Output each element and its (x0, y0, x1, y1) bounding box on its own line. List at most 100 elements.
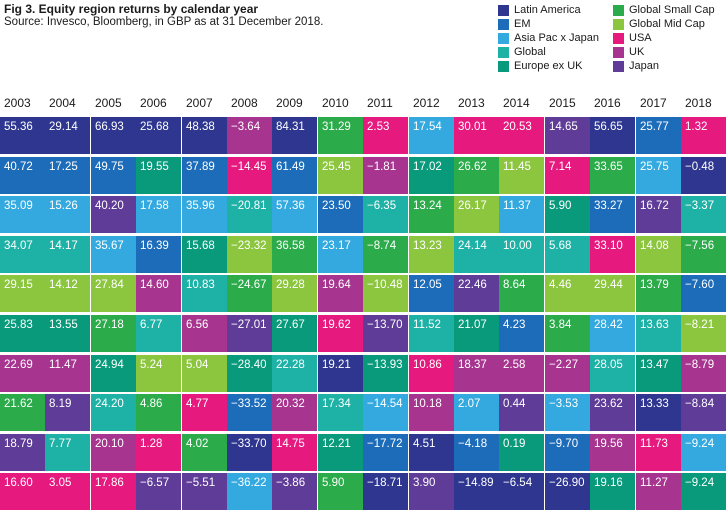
return-cell: −8.84 (681, 394, 726, 431)
return-cell: −8.74 (363, 236, 408, 273)
return-cell: 5.68 (545, 236, 590, 273)
return-cell: 19.62 (318, 315, 363, 352)
return-cell: 0.19 (499, 434, 544, 471)
return-cell: 5.04 (182, 355, 227, 392)
legend-item: UK (613, 45, 644, 59)
return-cell: 17.58 (136, 196, 181, 233)
return-cell: 23.62 (590, 394, 635, 431)
return-cell: 7.77 (45, 434, 90, 471)
return-cell: 4.02 (182, 434, 227, 471)
return-cell: −6.35 (363, 196, 408, 233)
return-cell: −3.64 (227, 117, 272, 154)
return-cell: −23.32 (227, 236, 272, 273)
return-cell: 4.86 (136, 394, 181, 431)
return-cell: −3.53 (545, 394, 590, 431)
chart-title: Fig 3. Equity region returns by calendar… (4, 2, 259, 16)
return-cell: 13.55 (45, 315, 90, 352)
return-cell: 22.28 (272, 355, 317, 392)
return-cell: 17.86 (91, 473, 136, 510)
return-cell: 15.26 (45, 196, 90, 233)
return-cell: 4.77 (182, 394, 227, 431)
return-cell: 10.18 (409, 394, 454, 431)
return-cell: 49.75 (91, 157, 136, 194)
legend-swatch (613, 60, 624, 72)
legend-item: Latin America (498, 3, 581, 17)
legend-swatch (498, 18, 509, 30)
return-cell: 29.15 (0, 275, 45, 312)
return-cell: −13.70 (363, 315, 408, 352)
return-cell: 23.50 (318, 196, 363, 233)
return-cell: 10.83 (182, 275, 227, 312)
return-cell: 18.37 (454, 355, 499, 392)
return-cell: −17.72 (363, 434, 408, 471)
returns-grid: 55.36 40.72 35.09 34.07 29.15 25.83 22.69 21.62… (0, 117, 727, 518)
return-cell: 13.23 (409, 236, 454, 273)
legend-item: Global Small Cap (613, 3, 715, 17)
return-cell: 84.31 (272, 117, 317, 154)
return-cell: −9.24 (681, 473, 726, 510)
return-cell: 33.65 (590, 157, 635, 194)
year-label: 2012 (413, 96, 440, 110)
return-cell: 13.33 (636, 394, 681, 431)
legend-item: Japan (613, 59, 659, 73)
return-cell: 27.67 (272, 315, 317, 352)
legend: Latin America EM Asia Pac x Japan Global Eur… (498, 3, 727, 73)
return-cell: 3.05 (45, 473, 90, 510)
legend-label: UK (629, 46, 645, 58)
return-cell: −14.54 (363, 394, 408, 431)
return-cell: 29.14 (45, 117, 90, 154)
return-cell: 21.62 (0, 394, 45, 431)
return-cell: 12.05 (409, 275, 454, 312)
return-cell: 10.86 (409, 355, 454, 392)
year-label: 2005 (95, 96, 122, 110)
return-cell: −18.71 (363, 473, 408, 510)
legend-label: Global Small Cap (629, 4, 715, 16)
return-cell: 55.36 (0, 117, 45, 154)
return-cell: 11.47 (45, 355, 90, 392)
legend-item: Global (498, 45, 546, 59)
return-cell: 48.38 (182, 117, 227, 154)
return-cell: 40.72 (0, 157, 45, 194)
return-cell: 11.52 (409, 315, 454, 352)
return-cell: 4.51 (409, 434, 454, 471)
year-label: 2016 (594, 96, 621, 110)
return-cell: 20.10 (91, 434, 136, 471)
return-cell: 27.18 (91, 315, 136, 352)
year-label: 2009 (276, 96, 303, 110)
legend-swatch (613, 18, 624, 30)
return-cell: 28.42 (590, 315, 635, 352)
return-cell: 20.32 (272, 394, 317, 431)
return-cell: 35.67 (91, 236, 136, 273)
return-cell: −10.48 (363, 275, 408, 312)
legend-swatch (498, 60, 509, 72)
return-cell: 14.08 (636, 236, 681, 273)
return-cell: 11.27 (636, 473, 681, 510)
return-cell: 5.90 (318, 473, 363, 510)
year-header-row: 2003 2004 2005 2006 2007 2008 2009 2010 2011 2012… (0, 93, 727, 113)
return-cell: 3.90 (409, 473, 454, 510)
return-cell: −4.18 (454, 434, 499, 471)
year-label: 2010 (322, 96, 349, 110)
return-cell: 29.44 (590, 275, 635, 312)
return-cell: 15.68 (182, 236, 227, 273)
return-cell: 14.75 (272, 434, 317, 471)
return-cell: −9.70 (545, 434, 590, 471)
return-cell: −0.48 (681, 157, 726, 194)
year-label: 2007 (186, 96, 213, 110)
return-cell: 27.84 (91, 275, 136, 312)
return-cell: 8.64 (499, 275, 544, 312)
return-cell: 0.44 (499, 394, 544, 431)
return-cell: −8.79 (681, 355, 726, 392)
return-cell: −28.40 (227, 355, 272, 392)
return-cell: 1.32 (681, 117, 726, 154)
legend-swatch (613, 46, 624, 58)
year-label: 2003 (4, 96, 31, 110)
year-label: 2013 (458, 96, 485, 110)
return-cell: 25.75 (636, 157, 681, 194)
return-cell: −14.89 (454, 473, 499, 510)
legend-label: Global (514, 46, 546, 58)
return-cell: 4.46 (545, 275, 590, 312)
legend-item: USA (613, 31, 652, 45)
return-cell: 17.54 (409, 117, 454, 154)
return-cell: 25.68 (136, 117, 181, 154)
